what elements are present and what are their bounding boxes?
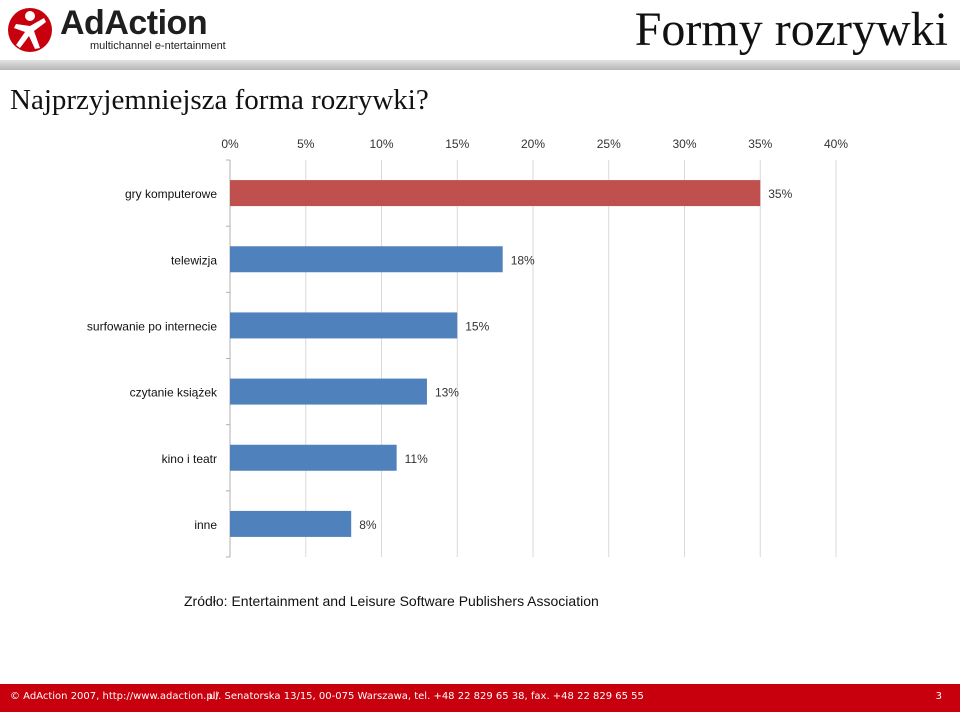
bar <box>230 444 397 471</box>
slide-title: Formy rozrywki <box>634 3 948 56</box>
category-label: gry komputerowe <box>125 187 217 201</box>
bar <box>230 378 427 405</box>
category-label: czytanie książek <box>130 386 218 400</box>
footer-copyright: © AdAction 2007, http://www.adaction.pl/ <box>10 691 219 702</box>
data-label: 13% <box>435 386 459 400</box>
bar <box>230 510 352 537</box>
x-tick-label: 25% <box>597 137 621 151</box>
page-number: 3 <box>935 691 942 702</box>
category-label: telewizja <box>171 253 217 267</box>
x-tick-label: 5% <box>297 137 315 151</box>
data-label: 11% <box>405 452 428 466</box>
logo-tagline: multichannel e-ntertainment <box>90 40 226 52</box>
page-subtitle: Najprzyjemniejsza forma rozrywki? <box>10 84 429 116</box>
data-label: 15% <box>465 319 489 333</box>
x-tick-label: 15% <box>445 137 469 151</box>
x-tick-label: 30% <box>672 137 696 151</box>
source-note: Zródło: Entertainment and Leisure Softwa… <box>184 593 599 609</box>
bar <box>230 246 503 273</box>
category-label: inne <box>194 518 217 532</box>
data-label: 18% <box>511 253 535 267</box>
x-tick-label: 40% <box>824 137 848 151</box>
x-tick-label: 35% <box>748 137 772 151</box>
footer-address: ul. Senatorska 13/15, 00-075 Warszawa, t… <box>209 691 644 702</box>
footer-bar: © AdAction 2007, http://www.adaction.pl/… <box>0 684 960 712</box>
logo-wordmark: AdAction <box>60 4 208 42</box>
category-label: kino i teatr <box>162 452 217 466</box>
bar-chart: 0% 5% 10% 15% 20% 25% 30% 35% 40% gry komputerowe… <box>87 137 848 558</box>
adaction-logo: AdAction multichannel e-ntertainment <box>6 4 226 56</box>
data-label: 8% <box>359 518 377 532</box>
data-label: 35% <box>768 187 792 201</box>
category-label: surfowanie po internecie <box>87 319 217 333</box>
bar <box>230 312 458 339</box>
x-tick-label: 10% <box>369 137 393 151</box>
x-tick-label: 20% <box>521 137 545 151</box>
x-tick-label: 0% <box>221 137 239 151</box>
bar <box>230 180 761 207</box>
header-divider <box>0 60 960 70</box>
logo-figure-icon <box>8 8 52 52</box>
